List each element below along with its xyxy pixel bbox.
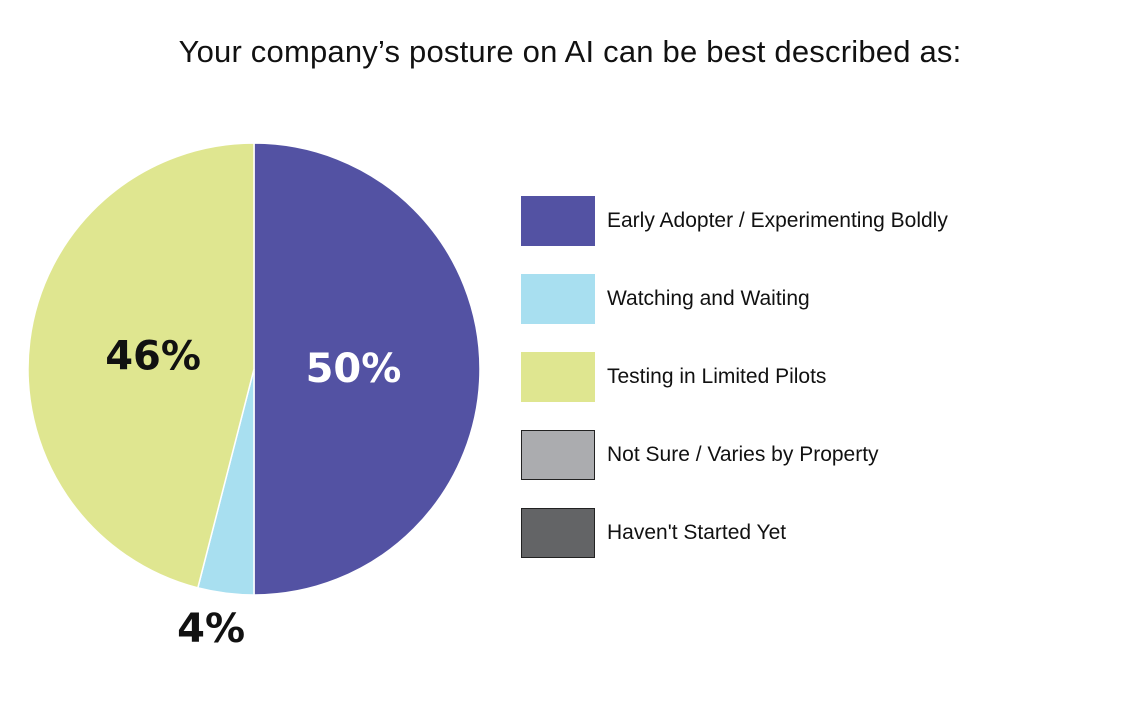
legend-item-testing-pilots: Testing in Limited Pilots [521,352,1121,404]
legend-label-not-started: Haven't Started Yet [607,521,787,544]
legend-item-not-started: Haven't Started Yet [521,508,1121,560]
legend-swatch-not-started [521,508,595,558]
legend-swatch-early-adopter [521,196,595,246]
pie-slice-early-adopter-experimenting-boldly [253,142,481,596]
slice-label-testing-in-limited-pilots: 46% [105,333,201,379]
legend: Early Adopter / Experimenting Boldly Wat… [521,196,1121,586]
legend-item-not-sure: Not Sure / Varies by Property [521,430,1121,482]
legend-label-early-adopter: Early Adopter / Experimenting Boldly [607,209,948,232]
legend-swatch-not-sure [521,430,595,480]
pie-slice-testing-in-limited-pilots [27,142,255,589]
legend-item-early-adopter: Early Adopter / Experimenting Boldly [521,196,1121,248]
legend-label-not-sure: Not Sure / Varies by Property [607,443,879,466]
legend-label-watching-waiting: Watching and Waiting [607,287,810,310]
legend-swatch-testing-pilots [521,352,595,402]
slice-label-watching-and-waiting: 4% [177,606,245,652]
slice-label-early-adopter-experimenting-boldly: 50% [306,346,402,392]
legend-label-testing-pilots: Testing in Limited Pilots [607,365,827,388]
chart-title: Your company’s posture on AI can be best… [178,34,962,69]
legend-item-watching-waiting: Watching and Waiting [521,274,1121,326]
legend-swatch-watching-waiting [521,274,595,324]
